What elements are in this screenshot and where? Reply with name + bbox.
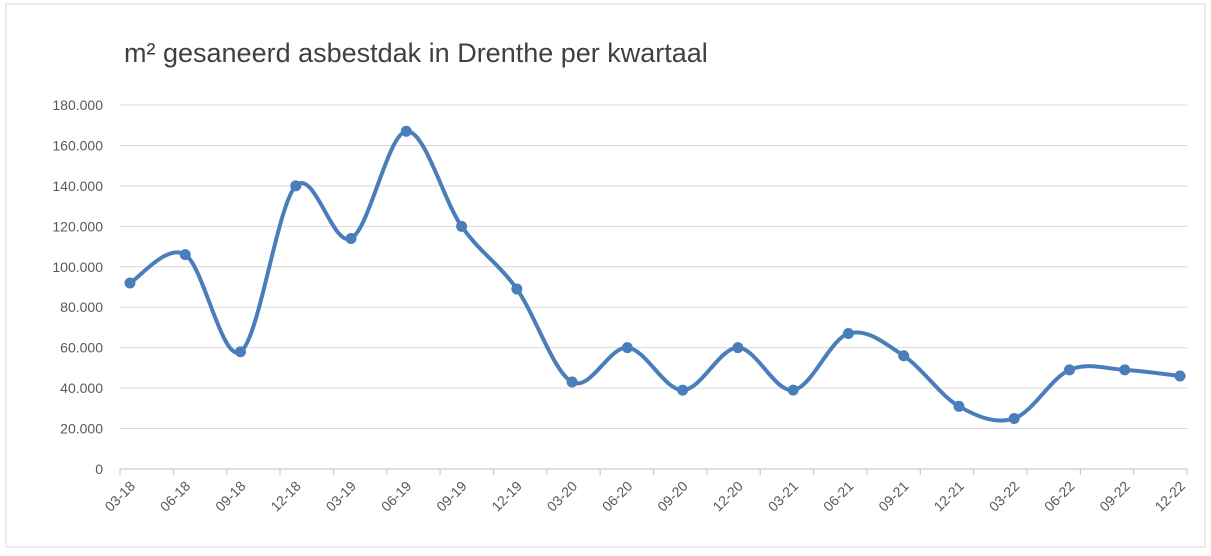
point — [1063, 364, 1075, 376]
y-tick-label: 180.000 — [52, 97, 103, 113]
point — [290, 180, 302, 192]
y-tick-label: 60.000 — [60, 340, 103, 356]
point — [787, 384, 799, 396]
point — [124, 277, 136, 289]
point — [511, 283, 523, 295]
point — [677, 384, 689, 396]
y-tick-label: 100.000 — [52, 259, 103, 275]
point — [235, 346, 247, 358]
point — [732, 342, 744, 354]
chart-title: m² gesaneerd asbestdak in Drenthe per kw… — [124, 38, 708, 68]
y-tick-label: 80.000 — [60, 299, 103, 315]
point — [1119, 364, 1131, 376]
line — [128, 129, 1182, 423]
y-tick-label: 120.000 — [52, 218, 103, 234]
y-tick-label: 40.000 — [60, 380, 103, 396]
point — [400, 125, 412, 137]
point — [1174, 370, 1186, 382]
point — [179, 249, 191, 261]
y-tick-label: 160.000 — [52, 137, 103, 153]
point — [566, 376, 578, 388]
y-tick-label: 140.000 — [52, 178, 103, 194]
point — [345, 232, 357, 244]
point — [842, 328, 854, 340]
point — [1008, 412, 1020, 424]
point — [953, 400, 965, 412]
point — [621, 342, 633, 354]
point — [456, 220, 468, 232]
chart-border — [5, 3, 1206, 548]
y-tick-label: 0 — [95, 461, 103, 477]
point — [898, 350, 910, 362]
y-tick-label: 20.000 — [60, 421, 103, 437]
